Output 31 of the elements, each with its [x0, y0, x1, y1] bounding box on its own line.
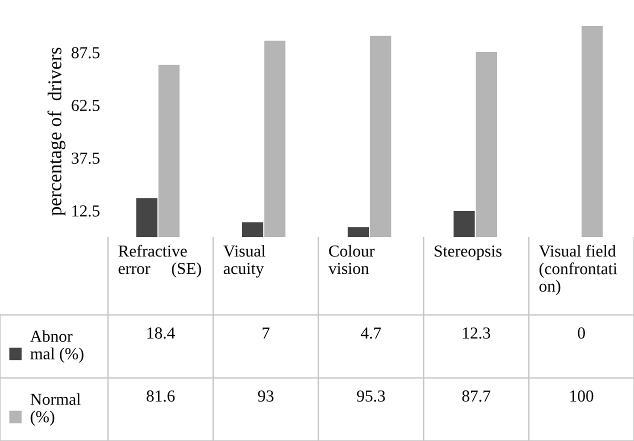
legend-label: Abnor mal (%)	[30, 330, 84, 363]
data-label: 93	[258, 390, 274, 402]
bar	[476, 52, 497, 237]
legend-label: Normal (%)	[30, 393, 81, 426]
bar	[264, 40, 286, 237]
y-tick-label: 37.5	[72, 152, 100, 164]
y-tick-label: 87.5	[72, 47, 100, 58]
x-tick-label: Visual acuity	[223, 244, 266, 278]
x-tick-label: Visual field (confrontati on)	[538, 244, 618, 296]
y-axis-title: percentage of drivers	[48, 48, 66, 216]
bar	[136, 198, 158, 237]
data-label: 100	[570, 390, 594, 402]
x-tick-label: Stereopsis	[434, 245, 502, 260]
x-tick-label: Refractive error (SE)	[118, 244, 202, 278]
data-label: 81.6	[146, 390, 175, 402]
bar	[348, 227, 369, 237]
data-label: 7	[262, 328, 270, 338]
y-tick-label: 62.5	[72, 100, 100, 112]
data-label: 87.7	[462, 390, 490, 402]
data-label: 12.3	[463, 327, 490, 339]
bar	[158, 64, 180, 237]
bar	[370, 36, 392, 237]
data-label: 18.4	[147, 327, 175, 339]
y-tick-label: 12.5	[72, 205, 100, 217]
bar	[582, 26, 603, 237]
data-label: 0	[578, 327, 585, 339]
bar	[242, 222, 264, 237]
data-label: 95.3	[356, 390, 385, 402]
data-label: 4.7	[360, 328, 381, 339]
bar	[454, 211, 475, 237]
x-tick-label: Colour vision	[328, 244, 375, 274]
